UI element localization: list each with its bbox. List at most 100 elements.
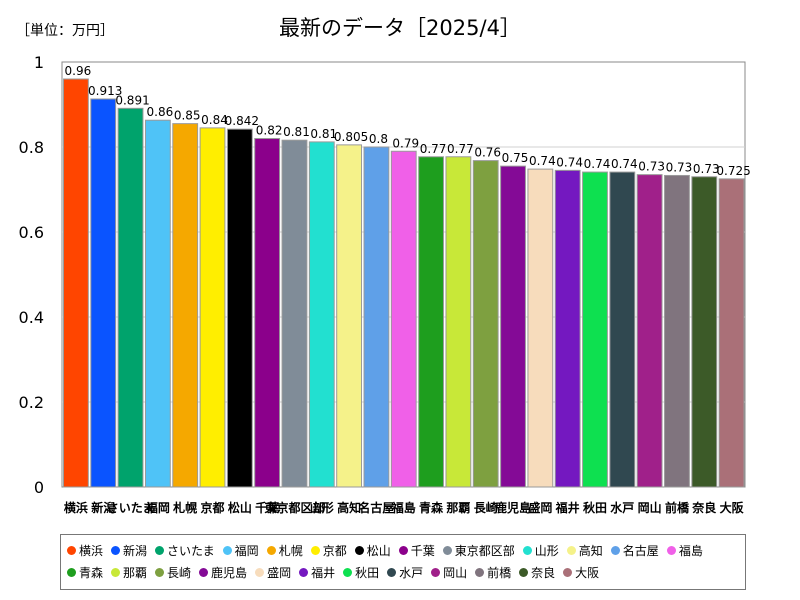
legend-label: 水戸 (399, 565, 424, 580)
data-label: 0.73 (693, 162, 720, 176)
x-tick-label: 千葉 (255, 500, 280, 515)
y-tick-label: 0.8 (19, 138, 44, 157)
x-tick-label: 青森 (419, 500, 444, 515)
legend-item: 札幌 (266, 539, 303, 561)
data-label: 0.73 (666, 160, 693, 174)
bar (445, 156, 472, 488)
bar (527, 168, 554, 488)
x-tick-label: 名古屋 (358, 500, 394, 515)
bar (582, 171, 608, 488)
legend-label: 青森 (79, 565, 104, 580)
data-label: 0.84 (201, 113, 228, 127)
legend-label: 東京都区部 (454, 543, 515, 558)
legend-item: 秋田 (343, 561, 379, 583)
legend-marker-icon (299, 567, 309, 577)
x-tick-label: 那覇 (446, 501, 470, 515)
bar (664, 174, 690, 488)
x-tick-label: 横浜 (64, 500, 88, 515)
legend-marker-icon (442, 545, 452, 555)
data-label: 0.76 (474, 146, 501, 160)
bar (90, 98, 117, 488)
x-tick-label: 高知 (337, 500, 361, 515)
data-label: 0.81 (310, 127, 337, 141)
legend: 横浜 新潟 さいたま 福岡 札幌 京都 松山 千葉 東京都区部 山形 高知 名古屋 福島 青森 那覇 長崎 鹿児… (60, 534, 746, 590)
legend-label: 福井 (311, 565, 336, 580)
bar (254, 138, 281, 488)
legend-item: 山形 (522, 539, 559, 561)
x-tick-label: 福島 (391, 500, 416, 515)
data-label: 0.73 (638, 160, 665, 174)
x-tick-label: 松山 (228, 500, 252, 515)
legend-item: 奈良 (519, 561, 555, 583)
legend-label: 横浜 (79, 543, 104, 558)
legend-marker-icon (155, 567, 165, 577)
legend-item: 新潟 (111, 539, 147, 561)
legend-item: 東京都区部 (442, 539, 515, 561)
legend-item: 青森 (67, 561, 103, 583)
legend-marker-icon (111, 545, 121, 555)
legend-item: 名古屋 (610, 539, 659, 561)
data-label: 0.81 (283, 125, 310, 139)
legend-marker-icon (310, 545, 320, 555)
data-label: 0.8 (369, 132, 388, 146)
legend-label: 新潟 (123, 543, 148, 558)
y-tick-label: 1 (34, 53, 44, 72)
data-label: 0.74 (529, 154, 556, 168)
legend-label: 松山 (366, 543, 391, 558)
data-label: 0.85 (174, 109, 201, 123)
legend-label: 福島 (678, 543, 703, 558)
bar (718, 178, 745, 488)
x-tick-label: 東京都区部 (264, 500, 324, 515)
bar (226, 128, 253, 488)
legend-marker-icon (266, 545, 276, 555)
data-label: 0.74 (584, 157, 611, 171)
legend-label: 奈良 (531, 565, 556, 580)
legend-label: 札幌 (278, 543, 303, 558)
x-tick-label: 福井 (555, 500, 580, 515)
legend-label: 京都 (322, 543, 347, 558)
legend-marker-icon (666, 545, 676, 555)
data-label: 0.77 (420, 142, 447, 156)
legend-marker-icon (563, 567, 573, 577)
data-label: 0.75 (502, 151, 529, 165)
legend-label: さいたま (167, 543, 215, 558)
legend-item: 横浜 (67, 539, 103, 561)
x-tick-label: 前橋 (665, 500, 690, 515)
legend-item: 長崎 (155, 561, 191, 583)
x-tick-label: 札幌 (172, 500, 197, 515)
legend-marker-icon (387, 567, 397, 577)
data-label: 0.805 (334, 130, 368, 144)
data-label: 0.891 (115, 93, 149, 107)
bar (636, 174, 663, 488)
legend-marker-icon (610, 545, 620, 555)
bar (390, 150, 417, 488)
bar (609, 171, 636, 488)
legend-marker-icon (431, 567, 441, 577)
data-label: 0.74 (556, 155, 583, 169)
legend-item: 鹿児島 (199, 561, 247, 583)
bar (144, 119, 171, 488)
legend-label: 名古屋 (622, 543, 659, 558)
legend-label: 鹿児島 (211, 565, 248, 580)
legend-item: 福島 (666, 539, 703, 561)
bar (500, 165, 526, 488)
legend-marker-icon (111, 567, 121, 577)
data-label: 0.913 (88, 84, 122, 98)
legend-label: 岡山 (443, 565, 468, 580)
legend-marker-icon (155, 545, 165, 555)
legend-marker-icon (475, 567, 485, 577)
bar (418, 156, 444, 488)
x-tick-label: 大阪 (720, 500, 745, 515)
y-tick-label: 0 (34, 478, 44, 497)
legend-item: 前橋 (475, 561, 511, 583)
x-tick-label: 鹿児島 (495, 500, 531, 515)
data-label: 0.77 (447, 142, 474, 156)
legend-marker-icon (522, 545, 532, 555)
legend-label: 盛岡 (267, 565, 292, 580)
legend-item: 福井 (299, 561, 335, 583)
legend-label: 長崎 (167, 565, 192, 580)
legend-marker-icon (199, 567, 209, 577)
x-tick-label: 水戸 (610, 500, 634, 515)
x-tick-label: 盛岡 (528, 500, 552, 515)
legend-marker-icon (519, 567, 529, 577)
